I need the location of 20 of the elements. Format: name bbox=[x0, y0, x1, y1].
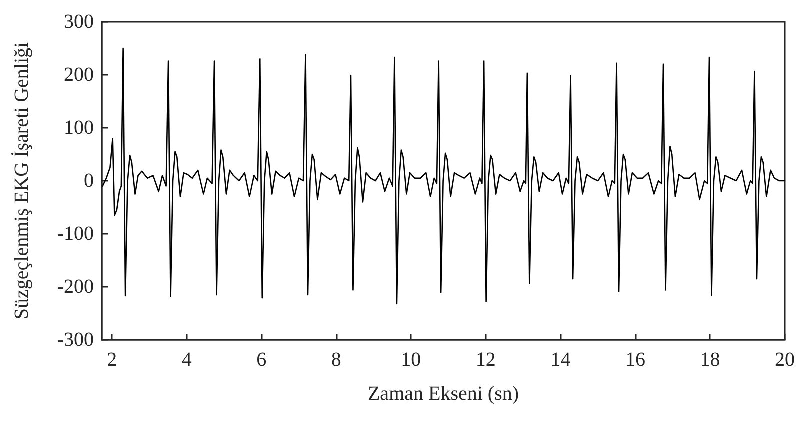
x-tick-label: 18 bbox=[700, 349, 720, 371]
y-tick-label: -300 bbox=[57, 329, 94, 351]
x-tick-label: 14 bbox=[550, 349, 571, 371]
x-tick-label: 4 bbox=[182, 349, 192, 371]
y-tick-label: 0 bbox=[84, 170, 94, 192]
y-tick-label: 200 bbox=[64, 64, 94, 86]
x-tick-label: 10 bbox=[401, 349, 422, 371]
x-tick-label: 20 bbox=[775, 349, 795, 371]
y-tick-label: 100 bbox=[64, 117, 94, 139]
x-tick-label: 6 bbox=[256, 349, 267, 371]
x-axis-title: Zaman Ekseni (sn) bbox=[368, 383, 520, 405]
x-tick-label: 16 bbox=[625, 349, 646, 371]
y-tick-label: 300 bbox=[64, 11, 94, 33]
x-tick-label: 8 bbox=[331, 349, 342, 371]
y-tick-label: -100 bbox=[57, 223, 94, 245]
y-axis-title: Süzgeçlenmiş EKG İşareti Genliği bbox=[11, 42, 33, 320]
x-tick-label: 12 bbox=[476, 349, 496, 371]
line-series bbox=[102, 48, 786, 305]
x-tick-label: 2 bbox=[107, 349, 118, 371]
y-tick-label: -200 bbox=[57, 276, 94, 298]
